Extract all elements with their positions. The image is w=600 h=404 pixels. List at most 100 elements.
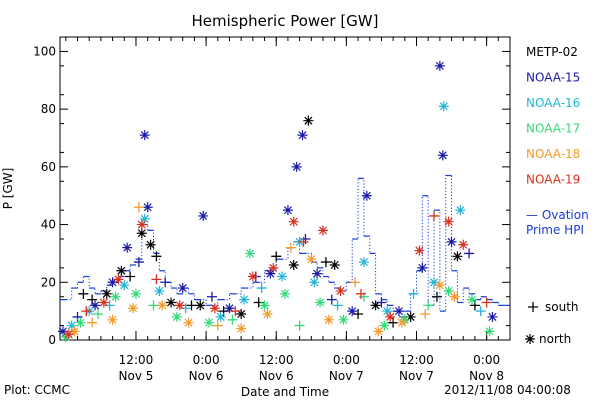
south-marker [475,306,486,317]
y-tick-label: 60 [41,160,56,174]
south-marker [256,283,267,294]
south-marker [376,297,387,308]
north-marker [265,268,276,279]
y-axis-label: P [GW] [1,168,15,210]
x-tick-label-date: Nov 6 [259,369,294,383]
north-marker [277,271,288,282]
north-marker [385,311,396,322]
north-marker [101,288,112,299]
north-marker [317,225,328,236]
south-marker [87,317,98,328]
north-marker [166,297,177,308]
north-marker [291,161,302,172]
north-marker [157,300,168,311]
north-marker [393,306,404,317]
south-marker [285,242,296,253]
x-tick-label-date: Nov 7 [399,369,434,383]
north-marker [414,245,425,256]
legend-entry-noaa-18: NOAA-18 [526,147,580,161]
chart-title: Hemispheric Power [GW] [192,12,379,30]
north-marker [288,216,299,227]
north-marker [224,303,235,314]
north-marker [417,262,428,273]
north-marker [373,326,384,337]
north-marker [329,259,340,270]
south-marker [294,320,305,331]
x-tick-label-time: 12:00 [399,353,434,367]
north-marker [429,277,440,288]
chart-text: 0 20 40 60 80 100 12:00 Nov 5 0:00 Nov 6 12:00 Nov … [1,12,504,399]
series-noaa-17 [60,248,495,343]
north-marker [136,228,147,239]
south-marker [151,274,162,285]
south-marker [227,314,238,325]
x-tick-label-time: 0:00 [473,353,500,367]
north-marker [437,150,448,161]
north-marker [288,259,299,270]
south-marker [326,294,337,305]
north-marker [379,320,390,331]
north-marker [458,239,469,250]
x-tick-label-date: Nov 6 [189,369,224,383]
north-marker [309,277,320,288]
south-marker [151,251,162,262]
north-marker [303,115,314,126]
north-marker [128,303,139,314]
south-marker [125,271,136,282]
south-marker [186,300,197,311]
south-marker [423,300,434,311]
north-marker [282,205,293,216]
south-marker [481,297,492,308]
south-marker [298,236,309,247]
north-marker [66,320,77,331]
north-marker [297,130,308,141]
legend-ovation-line1: — Ovation [526,208,589,222]
x-tick-label-date: Nov 8 [469,369,504,383]
north-marker [69,326,80,337]
north-marker [434,280,445,291]
legend-ovation-line2: Prime HPI [526,223,584,237]
north-marker [484,326,495,337]
north-marker [487,311,498,322]
south-marker [429,210,440,221]
north-marker [122,242,133,253]
north-marker [145,239,156,250]
south-marker [320,257,331,268]
north-marker [259,300,270,311]
y-tick-label: 0 [48,333,56,347]
y-tick-label: 40 [41,218,56,232]
north-marker [90,300,101,311]
north-marker [358,257,369,268]
north-marker [239,294,250,305]
y-tick-label: 20 [41,275,56,289]
north-marker [405,311,416,322]
north-marker [323,314,334,325]
x-tick-label-date: Nov 7 [329,369,364,383]
series-noaa-19 [63,210,492,340]
north-marker [174,300,185,311]
north-marker [136,219,147,230]
north-marker [209,303,220,314]
south-marker [133,257,144,268]
x-tick-label-time: 12:00 [119,353,154,367]
north-marker [57,326,68,337]
series-noaa-18 [69,202,460,337]
north-marker [171,311,182,322]
legend-entry-noaa-15: NOAA-15 [526,71,580,85]
north-marker [467,294,478,305]
south-marker [230,306,241,317]
north-marker [236,309,247,320]
north-marker [198,210,209,221]
legend-entry-noaa-16: NOAA-16 [526,96,580,110]
south-marker [78,288,89,299]
south-marker [160,277,171,288]
x-axis-label: Date and Time [241,385,329,399]
south-marker [350,277,361,288]
legend-entry-noaa-17: NOAA-17 [526,122,580,136]
north-marker [434,60,445,71]
north-marker [280,288,290,299]
north-marker [455,205,466,216]
north-marker [113,274,124,285]
